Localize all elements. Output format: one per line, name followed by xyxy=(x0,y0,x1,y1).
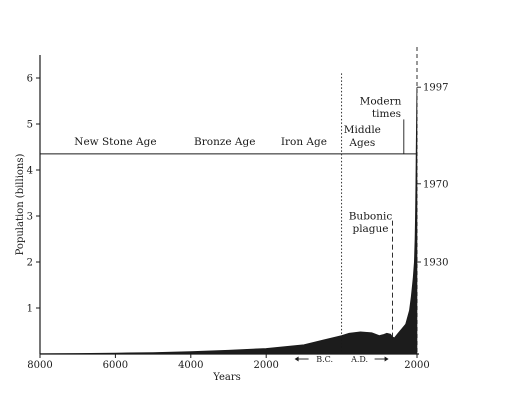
axes-layer xyxy=(39,55,419,355)
x-tick-label: 4000 xyxy=(178,360,203,371)
year-marker-label: 1997 xyxy=(423,83,448,94)
area-layer xyxy=(39,87,418,355)
x-tick-label: 8000 xyxy=(27,360,52,371)
x-tick-label: 2000 xyxy=(404,360,429,371)
year-marker-label: 1930 xyxy=(423,258,448,269)
y-tick-label: 3 xyxy=(27,212,33,223)
era-label-modern-times: Modern xyxy=(360,96,402,108)
era-label: Iron Age xyxy=(281,136,327,148)
ticks-layer: 1 2 3 4 5 6 8000 6000 4000 2000 2000 xyxy=(27,74,430,372)
era-label: Bronze Age xyxy=(194,136,255,148)
y-tick-label: 4 xyxy=(27,166,33,177)
bc-arrow-head xyxy=(294,356,299,362)
y-tick-label: 2 xyxy=(27,258,33,269)
ad-arrow-head xyxy=(384,356,389,362)
era-label-modern-times: times xyxy=(372,108,401,120)
annotations-layer: New Stone Age Bronze Age Iron Age MiddleAge… xyxy=(40,47,448,364)
y-axis-title: Population (billions) xyxy=(15,154,26,256)
year-marker-label: 1970 xyxy=(423,179,448,190)
plague-label: plague xyxy=(352,223,388,235)
y-tick-label: 6 xyxy=(27,74,33,85)
x-tick-label: 2000 xyxy=(253,360,278,371)
y-tick-label: 1 xyxy=(27,304,33,315)
y-tick-label: 5 xyxy=(27,120,33,131)
bc-label: B.C. xyxy=(316,355,333,364)
population-area xyxy=(39,87,418,355)
era-label-middle-ages: Middle xyxy=(344,124,381,136)
ad-label: A.D. xyxy=(350,355,368,364)
era-label-middle-ages: Ages xyxy=(348,137,375,149)
era-label: New Stone Age xyxy=(74,136,156,148)
x-axis-title: Years xyxy=(212,372,241,383)
plague-label: Bubonic xyxy=(349,211,393,223)
x-tick-label: 6000 xyxy=(103,360,128,371)
